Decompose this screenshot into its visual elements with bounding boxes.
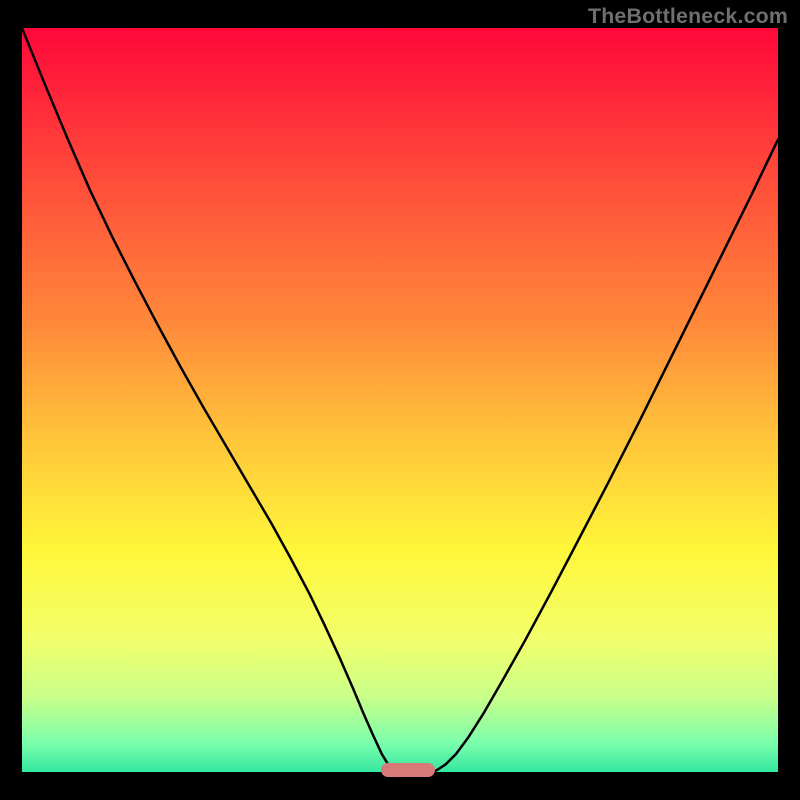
gradient-background — [22, 28, 778, 772]
optimum-marker — [381, 763, 435, 777]
plot-area — [22, 28, 778, 772]
watermark-text: TheBottleneck.com — [588, 4, 788, 29]
plot-svg — [22, 28, 778, 772]
chart-frame: TheBottleneck.com — [0, 0, 800, 800]
